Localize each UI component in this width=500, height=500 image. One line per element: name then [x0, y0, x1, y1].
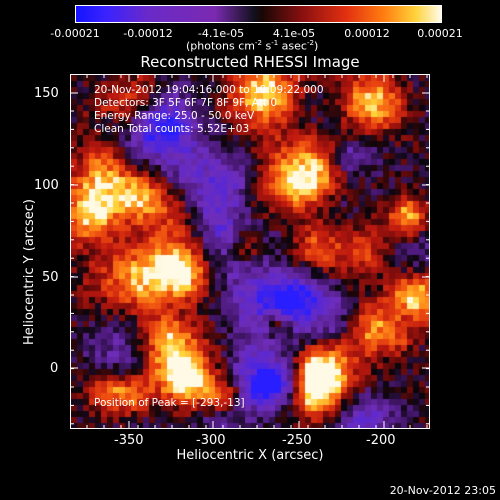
colorbar-tick-label: -4.1e-05 [197, 27, 245, 40]
colorbar-tick-label: -0.00012 [123, 27, 173, 40]
detectors-label: Detectors: 3F 5F 6F 7F 8F 9F, Att 0 [94, 97, 278, 109]
energy-range-label: Energy Range: 25.0 - 50.0 keV [94, 110, 255, 122]
y-tick-label: 50 [42, 270, 59, 285]
colorbar-units: (photons cm-2 s-1 asec-2) [186, 39, 318, 53]
colorbar-units-text: (photons cm [186, 39, 255, 53]
colorbar-units-text: ) [313, 39, 319, 53]
total-counts-label: Clean Total counts: 5.52E+03 [94, 123, 250, 135]
colorbar [75, 5, 442, 23]
heatmap-image [71, 75, 429, 428]
colorbar-tick-label: 0.00012 [344, 27, 390, 40]
colorbar-tick-label: -0.00021 [50, 27, 100, 40]
y-tick-label: 100 [34, 178, 59, 193]
plot-frame [70, 74, 430, 429]
x-tick-label: -250 [282, 433, 312, 448]
x-tick-label: -200 [366, 433, 396, 448]
colorbar-units-text: asec [278, 39, 307, 53]
chart-title: Reconstructed RHESSI Image [140, 53, 360, 71]
x-tick-label: -350 [114, 433, 144, 448]
colorbar-units-exponent: -2 [254, 39, 262, 47]
colorbar-units-exponent: -1 [271, 39, 279, 47]
y-tick-label: 150 [34, 86, 59, 101]
colorbar-units-text: s [261, 39, 272, 53]
colorbar-units-exponent: -2 [306, 39, 314, 47]
x-tick-label: -300 [196, 433, 226, 448]
y-tick-label: 0 [50, 361, 59, 376]
x-axis-label: Heliocentric X (arcsec) [176, 448, 324, 463]
footer-timestamp: 20-Nov-2012 23:05 [389, 484, 496, 497]
y-axis-label: Heliocentric Y (arcsec) [22, 199, 37, 345]
observation-time-range: 20-Nov-2012 19:04:16.000 to 19:09:22.000 [94, 84, 324, 96]
peak-position-label: Position of Peak = [-293,-13] [94, 397, 245, 409]
colorbar-tick-label: 4.1e-05 [272, 27, 316, 40]
colorbar-tick-label: 0.00021 [417, 27, 463, 40]
